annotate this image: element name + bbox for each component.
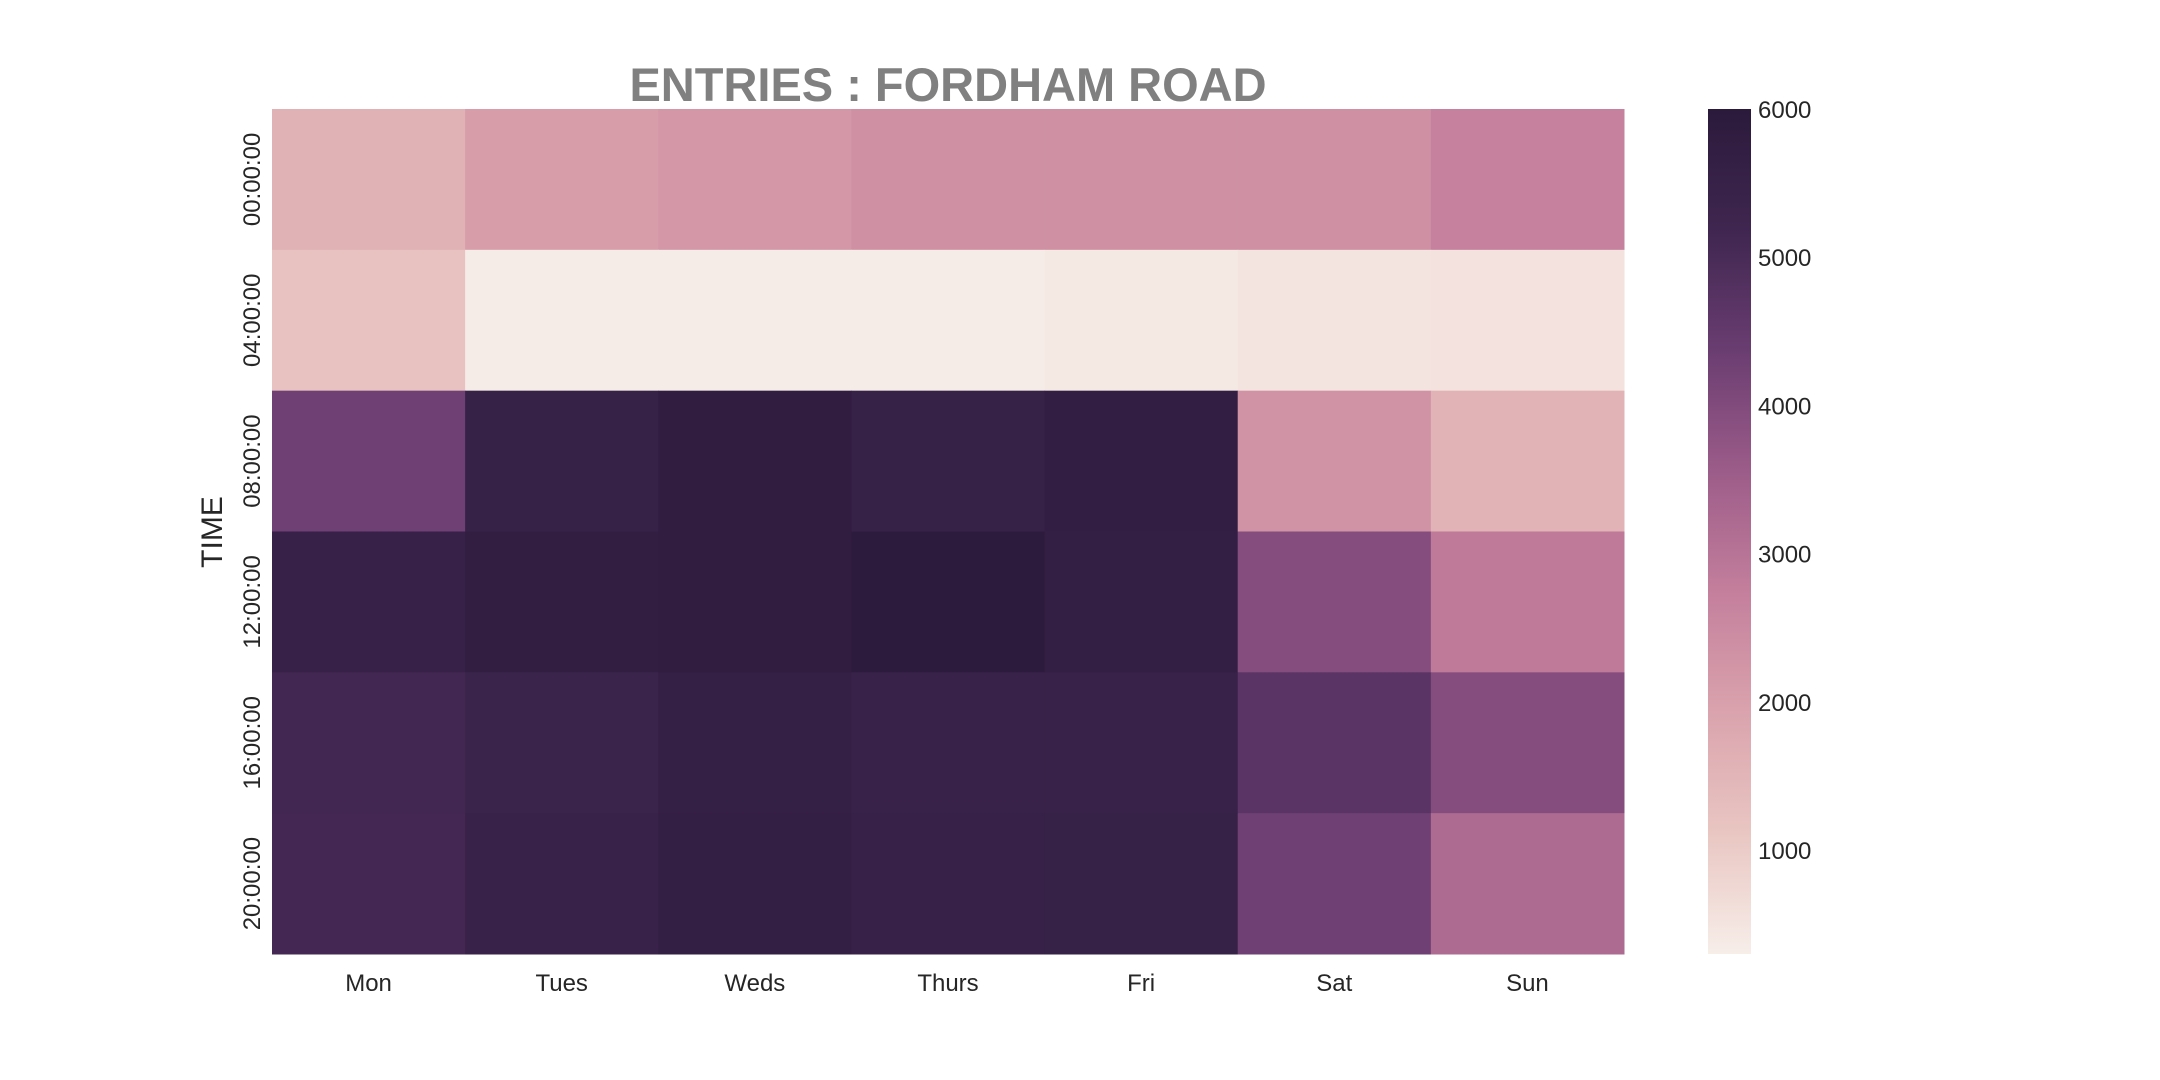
heatmap-cell [272,672,466,814]
heatmap-cell [1237,249,1432,392]
colorbar [1708,109,1751,954]
y-tick-label: 16:00:00 [239,696,266,789]
heatmap-cell [465,672,659,814]
heatmap-cells [272,109,1625,955]
heatmap-cell [658,249,852,392]
colorbar-tick-label: 5000 [1758,245,1811,272]
x-tick-label: Thurs [917,970,978,997]
heatmap-cell [658,531,852,673]
heatmap-cell [465,109,659,251]
heatmap-cell [272,249,466,392]
heatmap-cell [1430,109,1625,251]
colorbar-tick-label: 6000 [1758,97,1811,124]
heatmap-cell [1044,531,1239,673]
heatmap-cell [851,390,1046,532]
heatmap-cell [1044,813,1239,955]
x-tick-label: Mon [345,970,392,997]
x-tick-label: Weds [724,970,785,997]
y-tick-label: 08:00:00 [239,414,266,507]
colorbar-tick-label: 1000 [1758,838,1811,865]
heatmap-cell [658,390,852,532]
colorbar-tick-label: 3000 [1758,542,1811,569]
heatmap-cell [1237,109,1432,251]
heatmap-cell [658,813,852,955]
y-axis-label: TIME [196,496,229,568]
heatmap-cell [1430,813,1625,955]
heatmap-cell [851,109,1046,251]
heatmap-cell [272,109,466,251]
heatmap-cell [851,249,1046,392]
heatmap-cell [272,813,466,955]
heatmap-cell [1044,672,1239,814]
heatmap-cell [1044,109,1239,251]
x-tick-label: Sat [1316,970,1352,997]
heatmap-cell [1237,672,1432,814]
y-tick-label: 04:00:00 [239,274,266,367]
heatmap-cell [1044,249,1239,392]
heatmap-cell [1237,390,1432,532]
heatmap-cell [1044,390,1239,532]
heatmap-cell [272,531,466,673]
y-tick-label: 12:00:00 [239,555,266,648]
heatmap-cell [272,390,466,532]
heatmap-cell [658,109,852,251]
heatmap-cell [851,813,1046,955]
heatmap-cell [1430,672,1625,814]
x-tick-label: Sun [1506,970,1549,997]
heatmap-cell [465,249,659,392]
heatmap-cell [851,531,1046,673]
heatmap-cell [465,390,659,532]
heatmap-cell [1430,390,1625,532]
heatmap-cell [1237,813,1432,955]
colorbar-ticks: 1000 2000 3000 4000 5000 6000 [1758,97,1811,865]
heatmap-cell [465,813,659,955]
y-tick-label: 00:00:00 [239,133,266,226]
x-tick-label: Tues [535,970,587,997]
heatmap-cell [465,531,659,673]
colorbar-tick-label: 2000 [1758,690,1811,717]
y-tick-label: 20:00:00 [239,837,266,930]
heatmap-cell [1430,531,1625,673]
heatmap-cell [851,672,1046,814]
chart-title: ENTRIES : FORDHAM ROAD [629,58,1266,111]
heatmap-cell [1237,531,1432,673]
colorbar-tick-label: 4000 [1758,393,1811,420]
heatmap-cell [1430,249,1625,392]
y-axis-ticks: 00:00:00 04:00:00 08:00:00 12:00:00 16:00:00… [239,133,266,931]
heatmap-cell [658,672,852,814]
x-axis-ticks: Mon Tues Weds Thurs Fri Sat Sun [345,970,1549,997]
x-tick-label: Fri [1127,970,1155,997]
